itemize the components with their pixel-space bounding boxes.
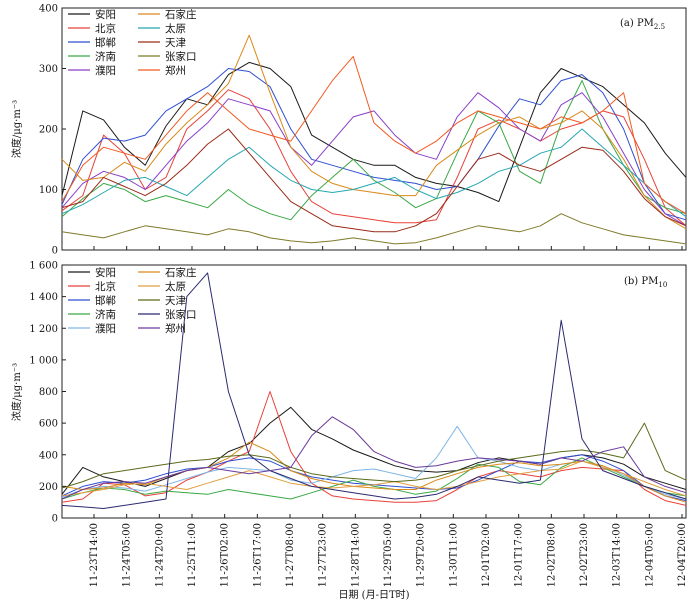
y-tick-label-b: 600 (39, 419, 58, 430)
series-line-a-8 (61, 213, 687, 245)
y-tick-label-b: 1 200 (29, 324, 58, 335)
x-tick-label: 11-26T17:00 (252, 523, 263, 587)
x-tick-label: 12-04T20:00 (677, 523, 688, 587)
y-axis-a: 0 100 200 300 400 (39, 4, 66, 257)
legend-label-b: 郑州 (165, 322, 186, 335)
legend-label-b: 太原 (165, 280, 186, 293)
y-tick-label-a: 400 (39, 4, 58, 15)
legend-label-a: 石家庄 (165, 8, 197, 21)
legend-label-b: 石家庄 (165, 266, 197, 279)
x-tick-label: 11-25T11:00 (187, 523, 198, 587)
series-line-b-9 (61, 416, 687, 500)
legend-label-a: 太原 (165, 22, 186, 35)
series-line-b-6 (61, 460, 687, 497)
y-tick-label-a: 0 (52, 246, 58, 257)
series-line-a-2 (61, 68, 687, 221)
x-tick-label: 11-27T23:00 (318, 523, 329, 587)
series-line-a-5 (61, 34, 687, 230)
x-tick-label: 12-04T05:00 (644, 523, 655, 587)
y-tick-label-a: 200 (39, 125, 58, 136)
legend-label-b: 邯郸 (95, 294, 116, 307)
x-tick-label: 11-29T05:00 (383, 523, 394, 587)
x-tick-label: 12-03T14:00 (612, 523, 623, 587)
series-line-b-1 (61, 391, 687, 506)
legend-label-a: 北京 (95, 22, 116, 35)
series-line-b-3 (61, 457, 687, 500)
panel-pm25: 0 100 200 300 400 浓度/μg·m⁻³ (a) PM2.5 安阳北京邯郸… (10, 4, 687, 257)
series-line-b-8 (61, 272, 687, 509)
legend-label-a: 郑州 (165, 64, 186, 77)
legend-label-a: 天津 (165, 37, 186, 49)
series-line-b-7 (61, 422, 687, 489)
series-line-a-6 (61, 128, 687, 218)
legend-label-a: 濮阳 (95, 64, 116, 77)
y-tick-label-b: 1 600 (29, 261, 58, 272)
series-line-a-0 (61, 61, 687, 203)
x-tick-label: 11-30T11:00 (448, 523, 459, 587)
y-tick-label-b: 0 (52, 514, 58, 525)
series-line-a-7 (61, 128, 687, 233)
x-tick-label: 11-24T05:00 (122, 523, 133, 587)
legend-label-a: 安阳 (95, 8, 116, 21)
series-group-b (61, 272, 687, 509)
y-axis-b: 0 200 400 600 800 1 000 1 200 1 400 1 600 (29, 261, 66, 525)
y-tick-label-b: 1 400 (29, 292, 58, 303)
x-tick-label: 11-23T14:00 (89, 523, 100, 587)
legend-label-b: 濮阳 (95, 322, 116, 335)
legend-label-b: 安阳 (95, 266, 116, 279)
x-tick-label: 11-28T14:00 (350, 523, 361, 587)
y-tick-label-a: 300 (39, 64, 58, 75)
y-tick-label-b: 200 (39, 482, 58, 493)
series-group-a (61, 34, 687, 245)
panel-title-a: (a) PM2.5 (620, 18, 665, 31)
y-axis-label-b: 浓度/μg·m⁻³ (10, 363, 23, 421)
series-line-a-3 (61, 80, 687, 221)
x-axis-label: 日期 (月-日T时) (338, 589, 409, 601)
x-tick-label: 12-01T17:00 (514, 523, 525, 587)
legend-label-b: 天津 (165, 295, 186, 307)
y-tick-label-b: 1 000 (29, 355, 58, 366)
legend-label-b: 张家口 (165, 308, 197, 321)
y-tick-label-a: 100 (39, 185, 58, 196)
panel-pm10: 0 200 400 600 800 1 000 1 200 1 400 1 600 浓度/μg·… (10, 261, 687, 525)
series-line-a-9 (61, 55, 687, 215)
legend-label-a: 邯郸 (95, 36, 116, 49)
x-tick-label: 11-24T20:00 (154, 523, 165, 587)
y-tick-label-b: 800 (39, 387, 58, 398)
panel-title-b: (b) PM10 (624, 276, 667, 289)
x-tick-label: 11-29T20:00 (416, 523, 427, 587)
legend-label-a: 济南 (95, 50, 116, 63)
y-tick-label-b: 400 (39, 450, 58, 461)
series-line-a-4 (61, 92, 687, 227)
legend-label-b: 济南 (95, 308, 116, 321)
x-tick-label: 11-26T02:00 (220, 523, 231, 587)
legend-label-a: 张家口 (165, 50, 197, 63)
x-tick-label: 12-02T23:00 (579, 523, 590, 587)
x-tick-label: 11-27T08:00 (285, 523, 296, 587)
x-tick-label: 12-02T08:00 (546, 523, 557, 587)
x-tick-label: 12-01T02:00 (481, 523, 492, 587)
y-axis-label-a: 浓度/μg·m⁻³ (10, 100, 23, 158)
series-line-b-2 (61, 454, 687, 502)
legend-label-b: 北京 (95, 280, 116, 293)
plot-frame-a (61, 7, 687, 251)
x-axis: 11-23T14:00 11-24T05:00 11-24T20:00 11-25T1… (89, 246, 688, 587)
